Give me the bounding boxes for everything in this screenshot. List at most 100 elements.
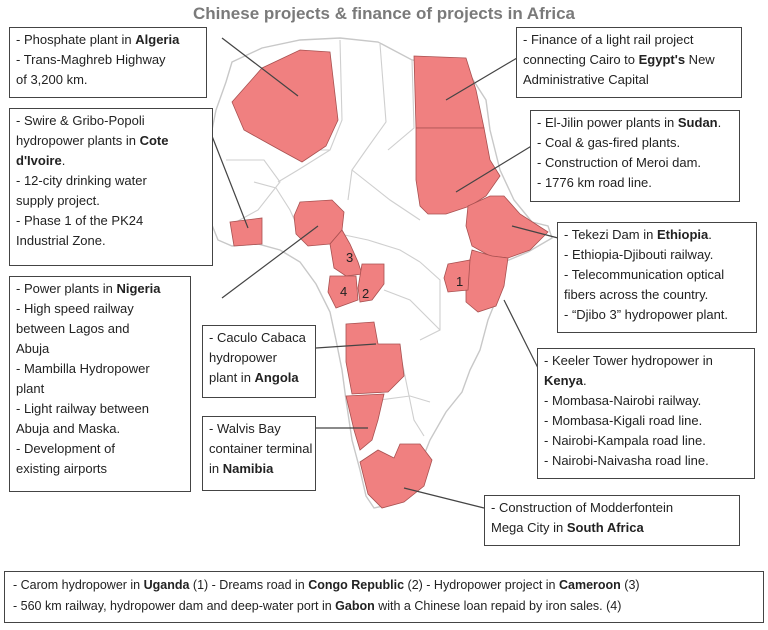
callout-text: - Phosphate plant in bbox=[16, 32, 136, 47]
callout-line: connecting Cairo to Egypt's New bbox=[523, 50, 735, 70]
country-egypt bbox=[413, 55, 485, 129]
callout-line: - Finance of a light rail project bbox=[523, 30, 735, 50]
country-namibia bbox=[345, 393, 385, 451]
callout-ethiopia: - Tekezi Dam in Ethiopia. - Ethiopia-Djib… bbox=[557, 222, 757, 333]
map-numbers: 1 2 3 4 bbox=[340, 250, 463, 301]
callout-country-name: South Africa bbox=[566, 520, 644, 535]
callout-line: fibers across the country. bbox=[564, 285, 750, 305]
callout-line: container terminal bbox=[209, 439, 312, 459]
callout-line: - Light railway between bbox=[16, 399, 184, 419]
callout-country-name: Nigeria bbox=[116, 281, 161, 296]
callout-text: plant bbox=[16, 381, 45, 396]
callout-south-africa: - Construction of Modderfontein Mega City… bbox=[484, 495, 740, 546]
callout-text: in bbox=[209, 461, 223, 476]
callout-line: between Lagos and bbox=[16, 319, 184, 339]
country-cameroon bbox=[329, 229, 363, 277]
country-cote-divoire bbox=[229, 217, 263, 247]
callout-line: - Nairobi-Kampala road line. bbox=[544, 431, 748, 451]
callout-country-name: Cameroon bbox=[558, 578, 621, 592]
callout-line: - Tekezi Dam in Ethiopia. bbox=[564, 225, 750, 245]
callout-line: - Nairobi-Naivasha road line. bbox=[544, 451, 748, 471]
callout-line: - Construction of Modderfontein bbox=[491, 498, 733, 518]
callout-line: Administrative Capital bbox=[523, 70, 735, 90]
callout-line: - El-Jilin power plants in Sudan. bbox=[537, 113, 733, 133]
callout-text: - Mombasa-Nairobi railway. bbox=[544, 393, 702, 408]
callout-line: - Ethiopia-Djibouti railway. bbox=[564, 245, 750, 265]
callout-text: - Coal & gas-fired plants. bbox=[537, 135, 681, 150]
callout-text: - 1776 km road line. bbox=[537, 175, 652, 190]
callout-kenya: - Keeler Tower hydropower in Kenya. - Momb… bbox=[537, 348, 755, 479]
callout-line: - Walvis Bay bbox=[209, 419, 309, 439]
callout-line: in Namibia bbox=[209, 459, 309, 479]
callout-line: of 3,200 km. bbox=[16, 70, 200, 90]
callout-line: - Telecommunication optical bbox=[564, 265, 750, 285]
callout-country-name: Uganda bbox=[143, 578, 190, 592]
callout-text: plant in bbox=[209, 370, 255, 385]
callout-text: - “Djibo 3” hydropower plant. bbox=[564, 307, 729, 322]
callout-text: Abuja bbox=[16, 341, 50, 356]
callout-text: - High speed railway bbox=[16, 301, 134, 316]
highlighted-countries bbox=[229, 49, 549, 509]
callout-cote-divoire: - Swire & Gribo-Popoli hydropower plants … bbox=[9, 108, 213, 266]
callout-line: - 560 km railway, hydropower dam and dee… bbox=[13, 596, 755, 617]
callout-text: - Carom hydropower in bbox=[13, 578, 144, 592]
callout-line: - “Djibo 3” hydropower plant. bbox=[564, 305, 750, 325]
callout-line: supply project. bbox=[16, 191, 206, 211]
callout-text: - 560 km railway, hydropower dam and dee… bbox=[13, 599, 336, 613]
callout-algeria: - Phosphate plant in Algeria - Trans-Magh… bbox=[9, 27, 207, 98]
callout-text: . bbox=[61, 153, 66, 168]
callout-text: - Ethiopia-Djibouti railway. bbox=[564, 247, 714, 262]
callout-text: fibers across the country. bbox=[564, 287, 709, 302]
callout-text: (1) - Dreams road in bbox=[189, 578, 309, 592]
callout-line: existing airports bbox=[16, 459, 184, 479]
callout-country-name: Sudan bbox=[677, 115, 718, 130]
callout-text: - Telecommunication optical bbox=[564, 267, 725, 282]
callout-line: - Power plants in Nigeria bbox=[16, 279, 184, 299]
map-number-2: 2 bbox=[362, 286, 369, 301]
country-algeria bbox=[231, 49, 339, 163]
callout-text: Industrial Zone. bbox=[16, 233, 106, 248]
callout-text: New bbox=[685, 52, 715, 67]
callout-text: Administrative Capital bbox=[523, 72, 649, 87]
callout-text: - Power plants in bbox=[16, 281, 117, 296]
callout-country-name: Algeria bbox=[135, 32, 180, 47]
callout-line: hydropower bbox=[209, 348, 309, 368]
callout-text: between Lagos and bbox=[16, 321, 130, 336]
callout-line: - Trans-Maghreb Highway bbox=[16, 50, 200, 70]
callout-text: (3) bbox=[620, 578, 640, 592]
callout-line: hydropower plants in Cote bbox=[16, 131, 206, 151]
callout-line: - Development of bbox=[16, 439, 184, 459]
callout-text: - Keeler Tower hydropower in bbox=[544, 353, 713, 368]
map-number-4: 4 bbox=[340, 284, 347, 299]
map-number-1: 1 bbox=[456, 274, 463, 289]
callout-text: - Walvis Bay bbox=[209, 421, 281, 436]
callout-text: - Tekezi Dam in bbox=[564, 227, 657, 242]
callout-line: - Mombasa-Kigali road line. bbox=[544, 411, 748, 431]
callout-line: Abuja and Maska. bbox=[16, 419, 184, 439]
callout-line: d'Ivoire. bbox=[16, 151, 206, 171]
callout-text: - Caculo Cabaca bbox=[209, 330, 306, 345]
callout-line: plant bbox=[16, 379, 184, 399]
callout-text: - Construction of Meroi dam. bbox=[537, 155, 702, 170]
callout-text: - Trans-Maghreb Highway bbox=[16, 52, 166, 67]
callout-line: - Mambilla Hydropower bbox=[16, 359, 184, 379]
callout-line: plant in Angola bbox=[209, 368, 309, 388]
callout-text: connecting Cairo to bbox=[523, 52, 639, 67]
country-congo-republic bbox=[357, 263, 385, 303]
callout-text: . bbox=[583, 373, 587, 388]
callout-country-name: Cote bbox=[139, 133, 169, 148]
callout-text: - Mombasa-Kigali road line. bbox=[544, 413, 703, 428]
callout-line: Abuja bbox=[16, 339, 184, 359]
callout-country-name: Namibia bbox=[222, 461, 274, 476]
callout-text: - Nairobi-Naivasha road line. bbox=[544, 453, 709, 468]
callout-sudan: - El-Jilin power plants in Sudan. - Coal … bbox=[530, 110, 740, 202]
country-kenya bbox=[465, 249, 509, 313]
callout-country-name: d'Ivoire bbox=[16, 153, 62, 168]
callout-country-name: Congo Republic bbox=[308, 578, 405, 592]
callout-text: - Mambilla Hydropower bbox=[16, 361, 150, 376]
country-south-africa bbox=[359, 443, 433, 509]
callout-text: - Nairobi-Kampala road line. bbox=[544, 433, 706, 448]
callout-country-name: Gabon bbox=[335, 599, 375, 613]
callout-text: - Finance of a light rail project bbox=[523, 32, 694, 47]
country-angola bbox=[345, 321, 405, 395]
